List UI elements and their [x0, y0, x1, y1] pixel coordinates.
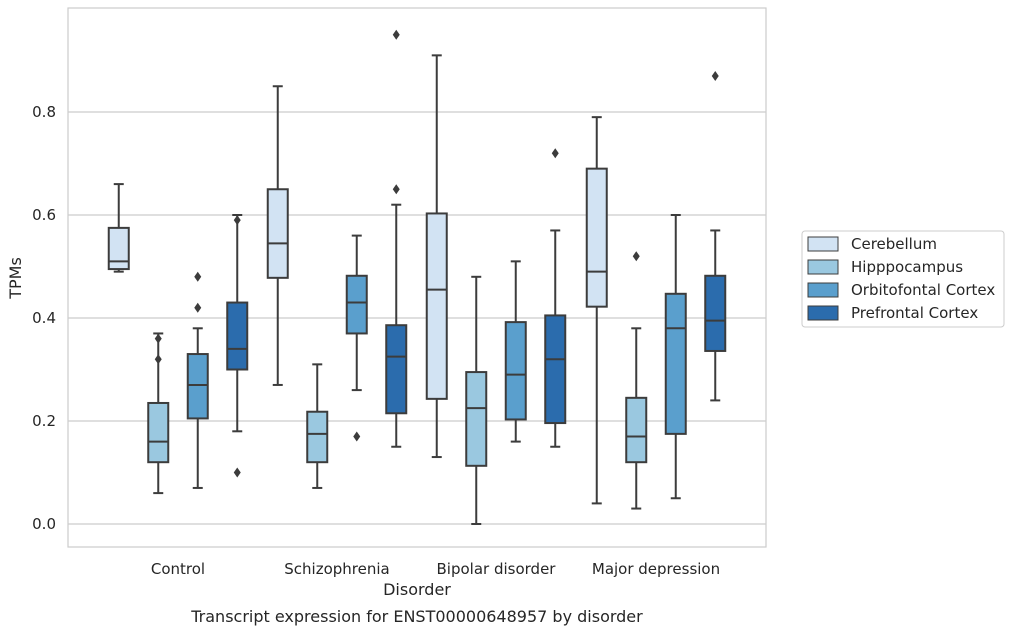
legend-swatch — [807, 236, 839, 252]
outlier-point — [154, 354, 162, 365]
outlier-point — [632, 251, 640, 262]
x-tick-label: Bipolar disorder — [437, 560, 557, 578]
box-iqr — [306, 410, 329, 464]
box — [345, 234, 368, 442]
outlier-point — [233, 467, 241, 478]
legend-label: Hipppocampus — [851, 258, 963, 276]
y-tick-label: 0.4 — [32, 309, 56, 327]
outlier-point — [551, 148, 559, 159]
legend-label: Prefrontal Cortex — [851, 304, 978, 322]
box-iqr — [107, 226, 130, 271]
x-tick-label: Control — [151, 560, 205, 578]
legend: Cerebellum Hipppocampus Orbitofontal Corte… — [801, 230, 1005, 328]
outlier-point — [353, 431, 361, 442]
x-tick-label: Major depression — [592, 560, 720, 578]
box — [186, 271, 209, 489]
box — [266, 85, 289, 386]
box — [664, 214, 687, 500]
box — [385, 29, 408, 448]
box — [425, 54, 448, 459]
box-iqr — [625, 396, 648, 464]
x-axis-title: Disorder — [383, 580, 451, 599]
box-iqr — [266, 188, 289, 279]
box-iqr — [664, 292, 687, 435]
box-iqr — [504, 321, 527, 421]
box — [504, 260, 527, 443]
box — [226, 214, 249, 478]
box-iqr — [345, 274, 368, 335]
outlier-point — [233, 215, 241, 226]
box-iqr — [704, 274, 727, 352]
y-axis-title: TPMs — [6, 257, 25, 300]
box-iqr — [186, 353, 209, 420]
y-axis-ticks: 0.0 0.2 0.4 0.6 0.8 — [32, 103, 56, 533]
box-iqr — [385, 324, 408, 415]
outlier-point — [392, 184, 400, 195]
box — [465, 275, 488, 525]
y-tick-label: 0.6 — [32, 206, 56, 224]
grid-lines — [68, 111, 766, 525]
box — [585, 116, 608, 505]
y-tick-label: 0.0 — [32, 515, 56, 533]
x-axis-ticks: Control Schizophrenia Bipolar disorder Majo… — [151, 560, 720, 578]
legend-swatch — [807, 305, 839, 321]
box — [306, 363, 329, 489]
box-iqr — [226, 301, 249, 371]
legend-frame — [801, 230, 1005, 328]
box-iqr — [585, 167, 608, 308]
outlier-point — [392, 29, 400, 40]
box — [107, 183, 130, 273]
box — [625, 251, 648, 510]
box-iqr — [425, 212, 448, 400]
outlier-point — [154, 333, 162, 344]
legend-swatch — [807, 282, 839, 298]
boxplots — [107, 29, 727, 525]
outlier-point — [194, 271, 202, 282]
box — [147, 332, 170, 495]
legend-label: Orbitofontal Cortex — [851, 281, 995, 299]
box-iqr — [465, 371, 488, 467]
box-iqr — [544, 314, 567, 425]
plot-frame — [67, 7, 767, 548]
outlier-point — [194, 302, 202, 313]
x-tick-label: Schizophrenia — [284, 560, 389, 578]
legend-swatch — [807, 259, 839, 275]
box — [544, 148, 567, 448]
box — [704, 70, 727, 402]
legend-label: Cerebellum — [851, 235, 937, 253]
y-tick-label: 0.8 — [32, 103, 56, 121]
box-iqr — [147, 401, 170, 464]
outlier-point — [711, 70, 719, 81]
chart-caption: Transcript expression for ENST0000064895… — [190, 607, 643, 626]
y-tick-label: 0.2 — [32, 412, 56, 430]
